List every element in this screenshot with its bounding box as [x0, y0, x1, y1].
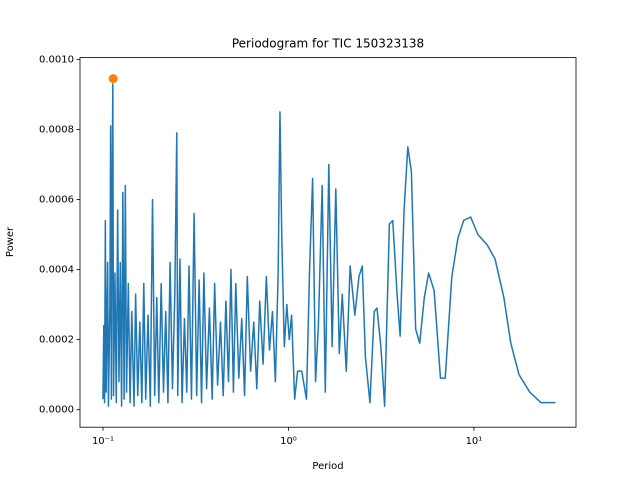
data-line	[102, 83, 556, 407]
x-tick-label: 10⁰	[280, 436, 297, 447]
y-tick-label: 0.0002	[39, 335, 74, 346]
y-tick-label: 0.0006	[39, 194, 74, 205]
x-tick-label: 10⁻¹	[92, 436, 114, 447]
y-tick-label: 0.0010	[39, 54, 74, 65]
y-axis-label: Power	[5, 226, 16, 257]
plot-frame	[79, 57, 577, 428]
y-tick-label: 0.0008	[39, 124, 74, 135]
x-axis-label: Period	[312, 461, 343, 472]
x-tick-label: 10¹	[466, 436, 483, 447]
y-tick-label: 0.0004	[39, 265, 74, 276]
y-tick-label: 0.0000	[39, 405, 74, 416]
chart-title: Periodogram for TIC 150323138	[232, 37, 424, 51]
data-point	[108, 74, 118, 84]
